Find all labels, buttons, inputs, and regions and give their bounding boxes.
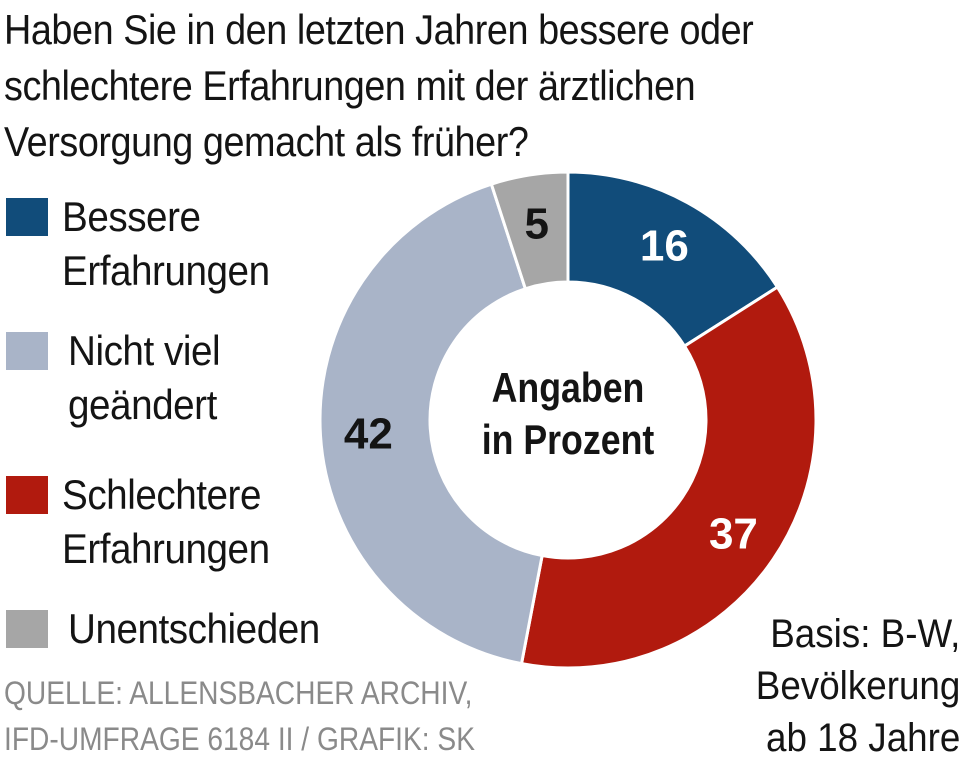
donut-slice-label-1: 37 xyxy=(709,509,758,558)
basis-line-1: Basis: B-W, xyxy=(769,612,960,656)
legend-swatch-unentschieden xyxy=(6,610,48,648)
donut-slice-label-2: 42 xyxy=(344,410,393,459)
source-line-1: QUELLE: ALLENSBACHER ARCHIV, xyxy=(4,675,473,711)
donut-slice-label-3: 5 xyxy=(524,199,548,248)
legend-label-unentschieden-line-1: Unentschieden xyxy=(68,605,320,652)
legend-label-schlechtere: Schlechtere Erfahrungen xyxy=(62,468,270,576)
chart-title: Haben Sie in den letzten Jahren bessere … xyxy=(4,2,868,170)
legend-item-schlechtere: Schlechtere Erfahrungen xyxy=(6,468,288,576)
donut-slice-label-0: 16 xyxy=(640,222,689,271)
center-label-line-2: in Prozent xyxy=(481,416,655,463)
title-line-2: schlechtere Erfahrungen mit der ärztlich… xyxy=(4,62,696,109)
legend-item-bessere: Bessere Erfahrungen xyxy=(6,190,288,298)
legend-item-nicht-viel: Nicht viel geändert xyxy=(6,324,233,432)
basis-line-3: ab 18 Jahre xyxy=(765,716,960,760)
legend-label-nicht-viel-line-1: Nicht viel xyxy=(68,327,221,374)
legend-label-unentschieden: Unentschieden xyxy=(68,602,320,656)
donut-hole xyxy=(431,283,705,557)
legend-swatch-bessere xyxy=(6,198,48,236)
basis-note: Basis: B-W, Bevölkerung ab 18 Jahre xyxy=(755,608,960,764)
legend-label-nicht-viel-line-2: geändert xyxy=(68,381,217,428)
source-line-2: IFD-UMFRAGE 6184 II / GRAFIK: SK xyxy=(4,721,475,757)
donut-center-label: Angaben in Prozent xyxy=(452,362,683,466)
donut-slice-3 xyxy=(489,170,570,291)
source-note: QUELLE: ALLENSBACHER ARCHIV, IFD-UMFRAGE… xyxy=(4,670,475,762)
legend-label-bessere-line-2: Erfahrungen xyxy=(62,247,270,294)
legend-label-bessere: Bessere Erfahrungen xyxy=(62,190,270,298)
legend-label-schlechtere-line-2: Erfahrungen xyxy=(62,525,270,572)
donut-slice-2 xyxy=(318,182,544,666)
center-label-line-1: Angaben xyxy=(491,364,645,411)
legend-label-nicht-viel: Nicht viel geändert xyxy=(68,324,221,432)
legend-swatch-nicht-viel xyxy=(6,332,48,370)
legend-item-unentschieden: Unentschieden xyxy=(6,602,342,656)
donut-slice-1 xyxy=(519,285,818,670)
basis-line-2: Bevölkerung xyxy=(755,664,960,708)
legend-swatch-schlechtere xyxy=(6,476,48,514)
title-line-3: Versorgung gemacht als früher? xyxy=(4,118,529,165)
legend-label-bessere-line-1: Bessere xyxy=(62,193,201,240)
legend-label-schlechtere-line-1: Schlechtere xyxy=(62,471,261,518)
title-line-1: Haben Sie in den letzten Jahren bessere … xyxy=(4,6,754,53)
